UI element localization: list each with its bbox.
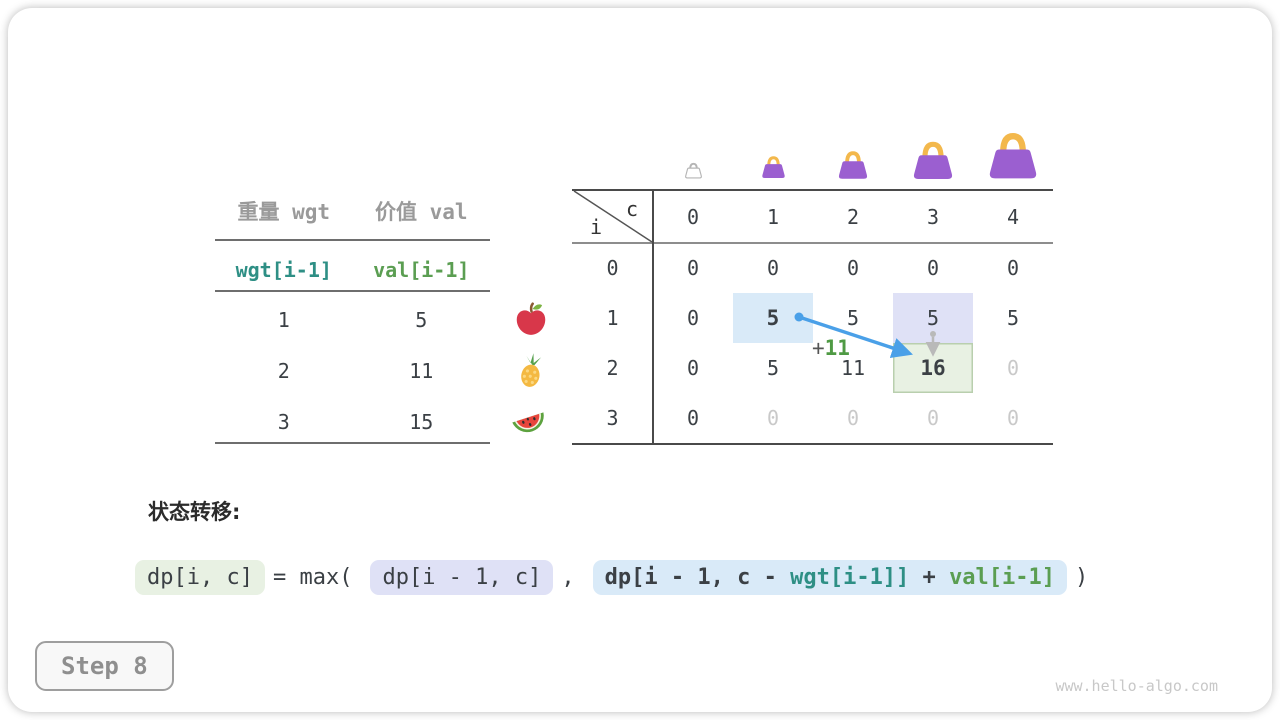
item-value: 15 (409, 410, 434, 434)
dp-row-headers: 0 1 2 3 (572, 243, 653, 443)
dp-table-top-rule (572, 189, 1053, 191)
dp-cell: 0 (686, 356, 700, 380)
state-transition-caption: 状态转移: (148, 500, 241, 524)
dp-cell-source-lavender: 5 (893, 293, 973, 343)
item-value: 11 (409, 359, 434, 383)
bag-medium-icon (838, 151, 868, 179)
dp-cell: 0 (1006, 256, 1020, 280)
bag-small-icon (762, 156, 785, 179)
items-table-row: 1 5 (215, 295, 490, 345)
weight-header: 重量 wgt (237, 200, 331, 224)
dp-col-header: 2 (846, 204, 860, 229)
dp-cell: 5 (1006, 306, 1020, 330)
added-value: 11 (824, 336, 850, 360)
dp-cell: 0 (926, 406, 940, 430)
formula-lhs: dp[i, c] (135, 560, 265, 595)
dp-col-header: 0 (686, 204, 700, 229)
dp-cell: 0 (846, 406, 860, 430)
items-table-row: 2 11 (215, 346, 490, 396)
items-table-rule-mid (215, 290, 490, 292)
dp-table-bottom-rule (572, 443, 1053, 445)
corner-row-var: i (590, 215, 603, 239)
step-badge: Step 8 (35, 641, 174, 691)
bag-xlarge-icon (989, 133, 1037, 179)
items-table-rule-top (215, 239, 490, 241)
dp-col-header: 1 (766, 204, 780, 229)
dp-table-header-rule (572, 242, 1053, 244)
items-table-index-row: wgt[i-1] val[i-1] (215, 245, 490, 295)
formula-op: = max( (272, 565, 353, 590)
state-transition-formula: dp[i, c] = max( dp[i - 1, c] , dp[i - 1,… (135, 560, 1096, 595)
value-header: 价值 val (374, 200, 468, 224)
bag-large-icon (913, 141, 953, 179)
dp-cell: 0 (766, 256, 780, 280)
dp-col-headers: 0 1 2 3 4 (653, 190, 1053, 243)
dp-cell: 0 (926, 256, 940, 280)
apple-icon (516, 302, 546, 335)
dp-grid: 0 0 0 0 0 0 5 5 5 5 0 5 11 16 0 0 0 0 0 … (653, 243, 1053, 443)
dp-cell: 0 (1006, 356, 1020, 380)
dp-row-header: 2 (606, 356, 619, 380)
dp-cell: 0 (686, 406, 700, 430)
items-table-rule-bottom (215, 442, 490, 444)
wgt-index-label: wgt[i-1] (235, 258, 332, 282)
dp-cell: 11 (840, 356, 866, 380)
formula-arg2-plus: + (909, 565, 950, 590)
formula-comma: , (561, 565, 575, 590)
dp-cell-source-blue: 5 (733, 293, 813, 343)
formula-arg2-wgt: wgt[i-1]] (790, 565, 910, 590)
dp-row-header: 0 (606, 256, 619, 280)
item-weight: 2 (277, 359, 290, 383)
dp-cell: 5 (766, 356, 780, 380)
dp-row-header: 3 (606, 406, 619, 430)
val-index-label: val[i-1] (373, 258, 470, 282)
bag-outline-icon (685, 162, 702, 179)
formula-close-paren: ) (1075, 565, 1089, 590)
item-weight: 3 (277, 410, 290, 434)
items-table-header: 重量 wgt 价值 val (215, 186, 490, 236)
corner-col-var: c (626, 197, 639, 221)
dp-cell: 0 (846, 256, 860, 280)
dp-cell: 0 (766, 406, 780, 430)
formula-arg1: dp[i - 1, c] (370, 560, 554, 595)
pineapple-icon (521, 353, 542, 387)
formula-arg2-prefix: dp[i - 1, c - (604, 565, 791, 590)
items-table-row: 3 15 (215, 397, 490, 447)
formula-arg2-val: val[i-1] (949, 565, 1056, 590)
dp-col-header: 4 (1006, 204, 1020, 229)
dp-cell: 0 (1006, 406, 1020, 430)
item-value: 5 (415, 308, 428, 332)
dp-row-header: 1 (606, 306, 619, 330)
item-weight: 1 (277, 308, 290, 332)
dp-cell: 0 (686, 306, 700, 330)
plus-sign: + (812, 336, 825, 360)
arrow-value-annotation: +11 (812, 336, 850, 360)
watermark: www.hello-algo.com (1055, 677, 1218, 695)
dp-col-header: 3 (926, 204, 940, 229)
dp-table-vertical-rule (652, 189, 654, 445)
dp-cell: 0 (686, 256, 700, 280)
formula-arg2: dp[i - 1, c - wgt[i-1]] + val[i-1] (592, 560, 1068, 595)
dp-cell-target-green: 16 (893, 343, 973, 393)
watermelon-icon (512, 412, 544, 433)
